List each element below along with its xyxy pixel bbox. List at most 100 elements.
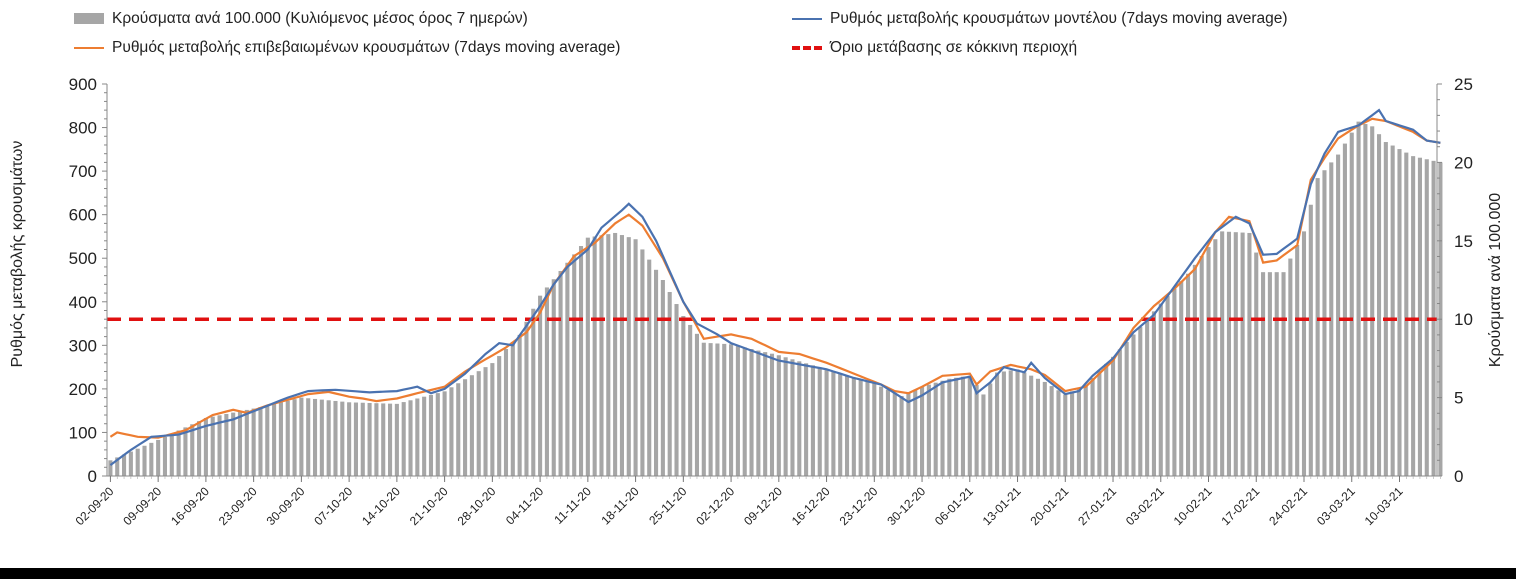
bar (1063, 394, 1068, 476)
x-tick-label: 16-12-20 (789, 484, 833, 528)
x-tick-label: 11-11-20 (551, 484, 594, 527)
x-tick-label: 28-10-20 (455, 484, 499, 528)
bar (1090, 378, 1095, 476)
bar (804, 363, 809, 476)
y-axis-left-label: Ρυθμός μεταβολής κρουσμάτων (9, 141, 26, 368)
x-tick-label: 10-02-21 (1171, 484, 1215, 528)
y-left-tick-label: 0 (88, 467, 97, 486)
bar (1308, 204, 1313, 477)
bar (783, 357, 788, 476)
bar (1206, 247, 1211, 476)
bar (1179, 281, 1184, 476)
legend-item-bars: Κρούσματα ανά 100.000 (Κυλιόμενος μέσος … (74, 10, 528, 28)
bar (353, 402, 358, 476)
bar (456, 383, 461, 476)
bar (272, 403, 277, 476)
bar (885, 389, 890, 476)
bar (340, 401, 345, 476)
bar (210, 416, 215, 476)
y-left-tick-label: 500 (69, 249, 97, 268)
bar (463, 379, 468, 476)
bar (933, 382, 938, 476)
legend-label-threshold: Όριο μετάβασης σε κόκκινη περιοχή (830, 39, 1078, 56)
bar (1104, 363, 1109, 476)
bar (1261, 272, 1266, 476)
bar (1213, 239, 1218, 476)
y-left-tick-label: 900 (69, 75, 97, 94)
bar (681, 316, 686, 476)
bar (858, 379, 863, 476)
bar (1363, 123, 1368, 476)
y-right-tick-label: 5 (1454, 389, 1463, 408)
bar (810, 365, 815, 476)
y-left-tick-label: 700 (69, 162, 97, 181)
bar (1022, 372, 1027, 476)
bar (394, 403, 399, 476)
bar (224, 413, 229, 476)
bar (428, 394, 434, 476)
bar (1404, 152, 1409, 476)
bar (988, 383, 993, 476)
bar (490, 363, 495, 476)
bar (1042, 381, 1047, 476)
bar (660, 280, 665, 476)
bar (763, 352, 768, 476)
bar (162, 436, 168, 476)
bar (824, 369, 829, 476)
bar (1417, 157, 1422, 476)
bar (735, 345, 740, 476)
bar (974, 385, 979, 476)
bar (1145, 319, 1150, 476)
bar (1349, 132, 1354, 477)
y-right-tick-label: 10 (1454, 310, 1473, 329)
bar (708, 343, 713, 476)
bar (844, 375, 850, 476)
legend-item-threshold: Όριο μετάβασης σε κόκκινη περιοχή (792, 39, 1077, 57)
bar (851, 377, 856, 476)
bar (1220, 231, 1225, 476)
x-tick-label: 03-03-21 (1314, 484, 1358, 528)
bar (442, 391, 447, 476)
bar (176, 430, 181, 476)
bar (633, 239, 638, 476)
bar (1158, 303, 1163, 476)
bar (940, 380, 945, 476)
bar (954, 377, 959, 476)
bar (688, 324, 693, 476)
bar (722, 343, 727, 476)
x-tick-label: 17-02-21 (1219, 484, 1263, 528)
y-left-tick-label: 800 (69, 119, 97, 138)
bar (701, 342, 706, 476)
bar (1186, 273, 1191, 476)
legend-label-confirmed: Ρυθμός μεταβολής επιβεβαιωμένων κρουσμάτ… (112, 39, 621, 56)
y-right-tick-label: 15 (1454, 232, 1473, 251)
bar (1254, 252, 1259, 476)
bar (544, 287, 549, 476)
bar (572, 254, 577, 476)
bar (967, 375, 972, 476)
bar (981, 394, 986, 476)
bar (285, 400, 290, 476)
bar (619, 235, 624, 476)
y-left-tick-label: 400 (69, 293, 97, 312)
bar (1240, 232, 1245, 476)
bar (169, 433, 174, 476)
y-right-tick-label: 0 (1454, 467, 1463, 486)
bar (1411, 156, 1416, 476)
bar (756, 350, 761, 476)
y-left-tick-label: 600 (69, 206, 97, 225)
bar (1233, 232, 1238, 476)
bar (326, 400, 331, 476)
bar (1226, 231, 1232, 476)
bar (1274, 272, 1279, 476)
bar (156, 439, 161, 476)
bar (251, 408, 256, 476)
bar (1370, 126, 1375, 476)
bar (667, 292, 672, 476)
bar (1124, 341, 1129, 476)
x-tick-label: 25-11-20 (646, 484, 689, 527)
x-tick-label: 14-10-20 (359, 484, 403, 528)
legend-label-bars: Κρούσματα ανά 100.000 (Κυλιόμενος μέσος … (112, 10, 528, 27)
bar (1192, 264, 1197, 476)
